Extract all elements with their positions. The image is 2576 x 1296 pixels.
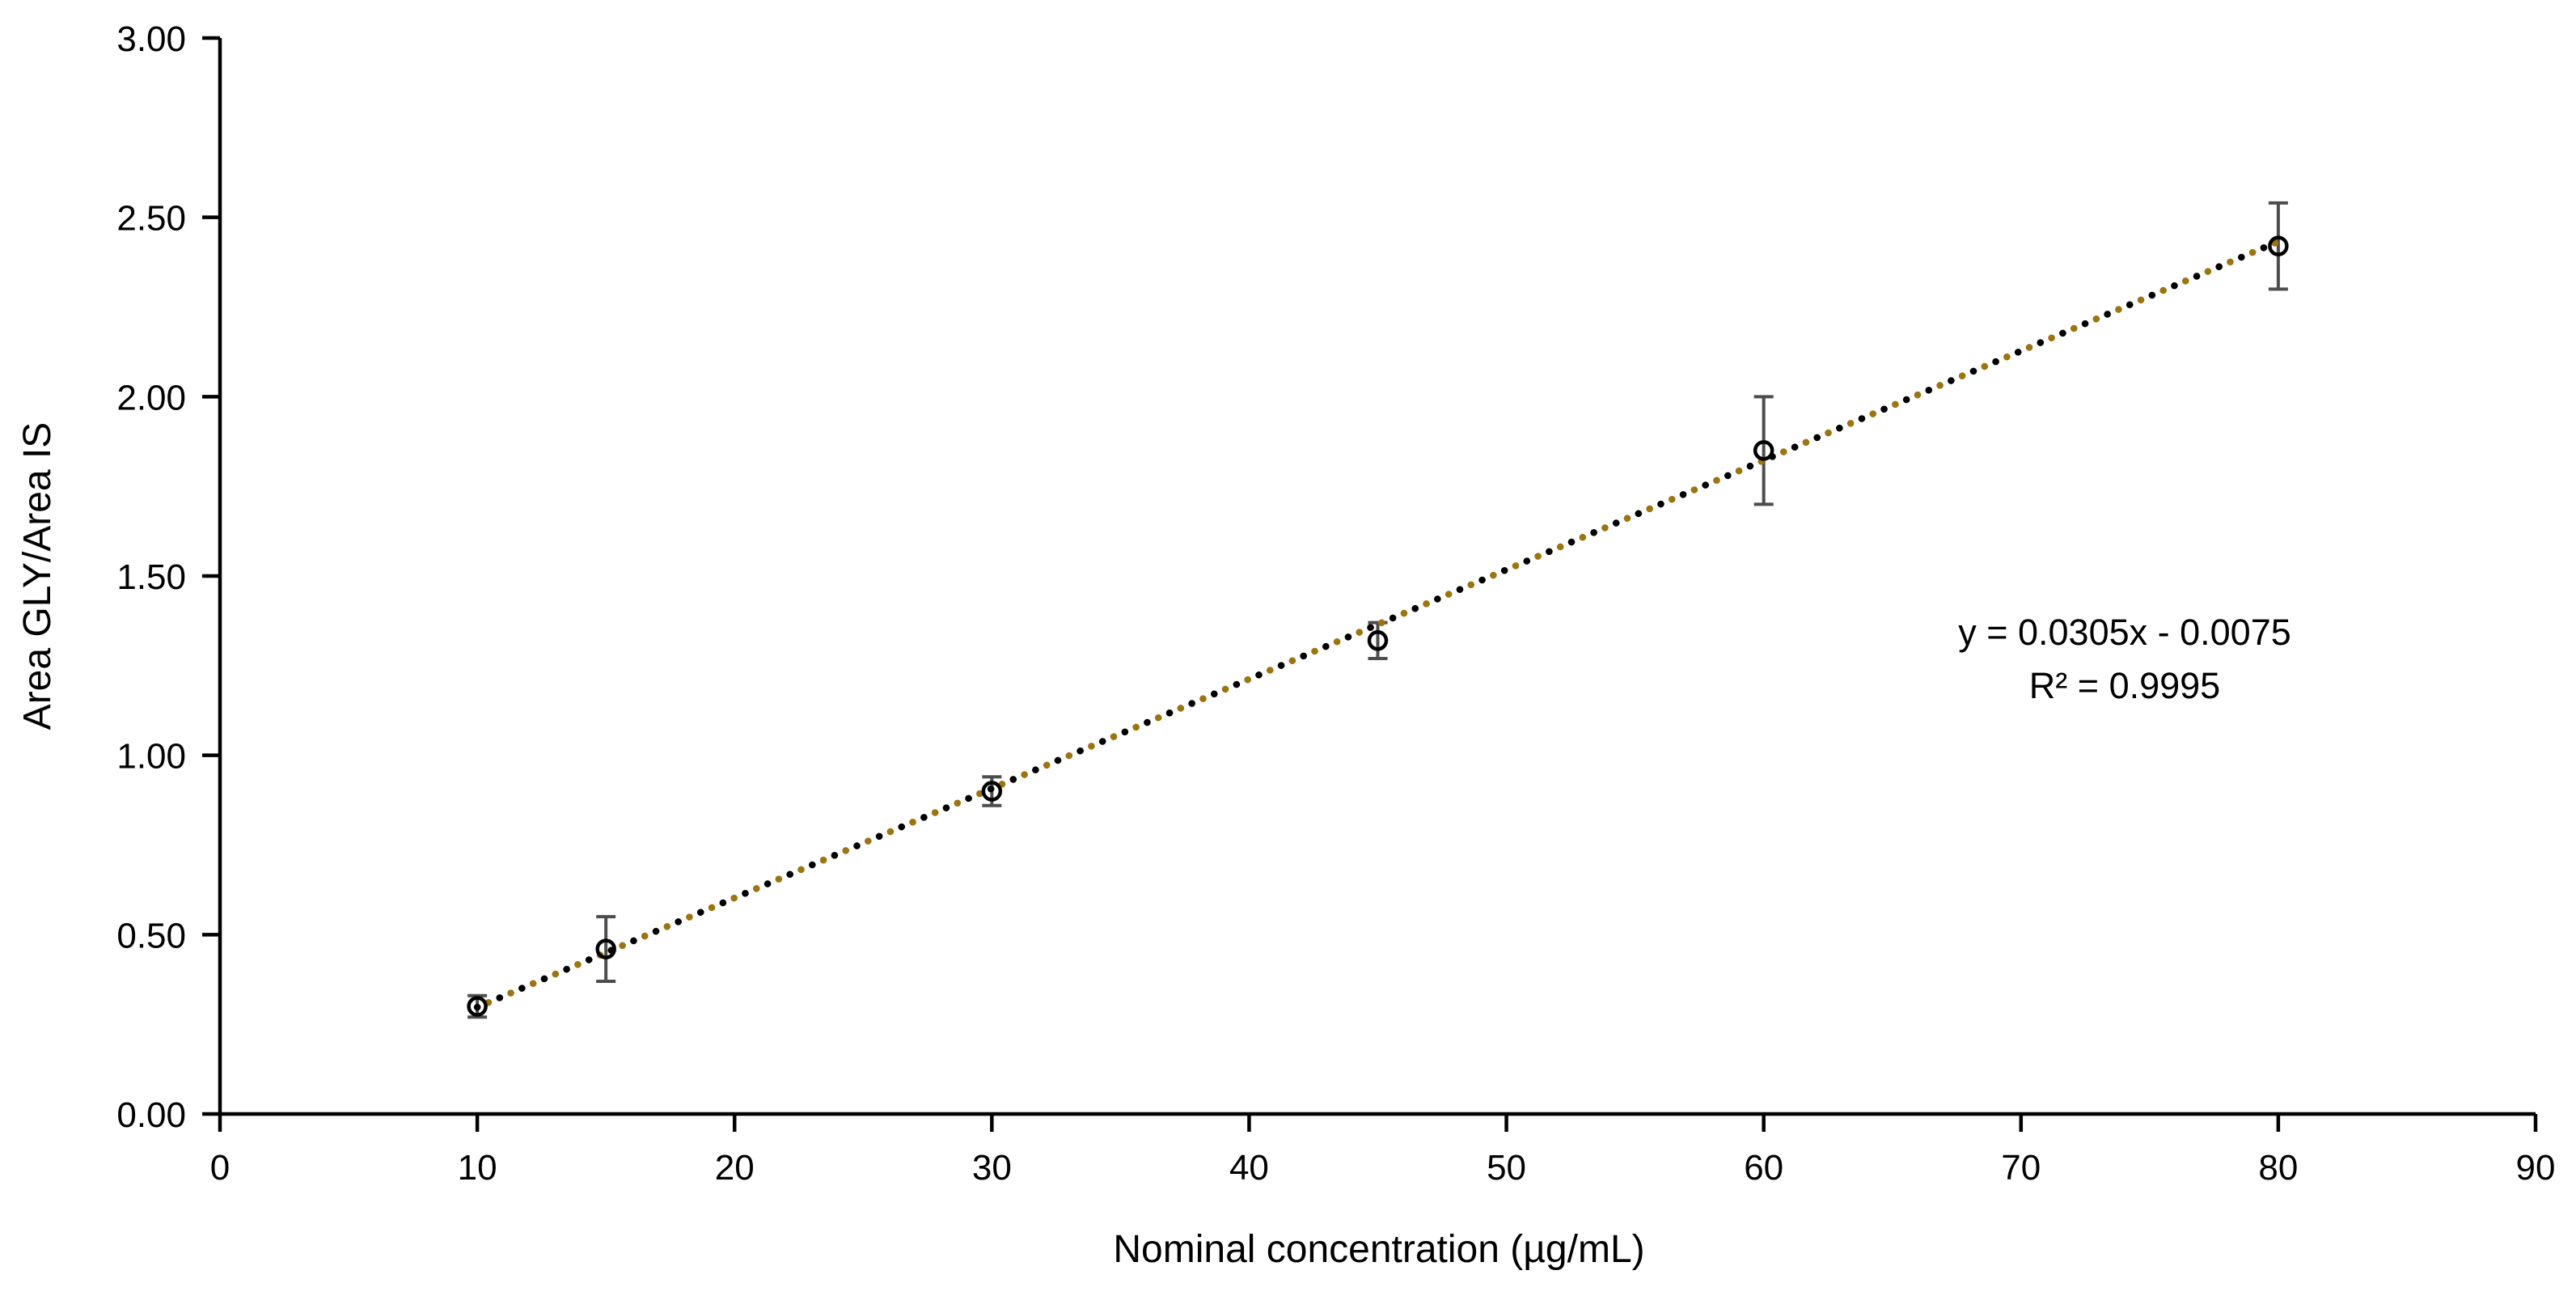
data-point-marker	[1753, 440, 1774, 461]
x-axis-title: Nominal concentration (µg/mL)	[1113, 1228, 1644, 1271]
data-point-marker	[595, 938, 616, 959]
r-squared-label: R² = 0.9995	[2029, 665, 2220, 706]
x-tick-label: 50	[1487, 1148, 1526, 1188]
y-axis-title: Area GLY/Area IS	[16, 422, 59, 731]
trendline-equation: y = 0.0305x - 0.0075	[1958, 612, 2291, 653]
x-tick-label: 20	[715, 1148, 755, 1188]
x-tick-label: 90	[2516, 1148, 2556, 1188]
x-tick-label: 10	[458, 1148, 497, 1188]
x-tick-label: 30	[972, 1148, 1012, 1188]
y-tick-label: 2.00	[116, 378, 186, 417]
plot-area: 0.00 0.50 1.00 1.50 2.00 2.50 3.00 0 10 20 30 40 50 6…	[116, 19, 2555, 1188]
y-tick-label: 2.50	[116, 199, 186, 239]
data-point-marker	[467, 996, 488, 1017]
x-tick-label: 70	[2001, 1148, 2041, 1188]
x-tick-label: 0	[210, 1148, 230, 1188]
x-tick-label: 80	[2258, 1148, 2298, 1188]
y-tick-label: 0.50	[116, 916, 186, 955]
y-tick-label: 1.00	[116, 737, 186, 777]
data-point-marker	[1367, 630, 1389, 651]
y-tick-label: 3.00	[116, 19, 186, 59]
x-tick-label: 40	[1229, 1148, 1269, 1188]
x-tick-label: 60	[1744, 1148, 1783, 1188]
data-point-marker	[2268, 235, 2289, 256]
data-point-marker	[981, 781, 1003, 802]
trendline-dotted-gold	[473, 238, 2282, 1011]
y-tick-label: 1.50	[116, 557, 186, 597]
y-tick-label: 0.00	[116, 1095, 186, 1135]
